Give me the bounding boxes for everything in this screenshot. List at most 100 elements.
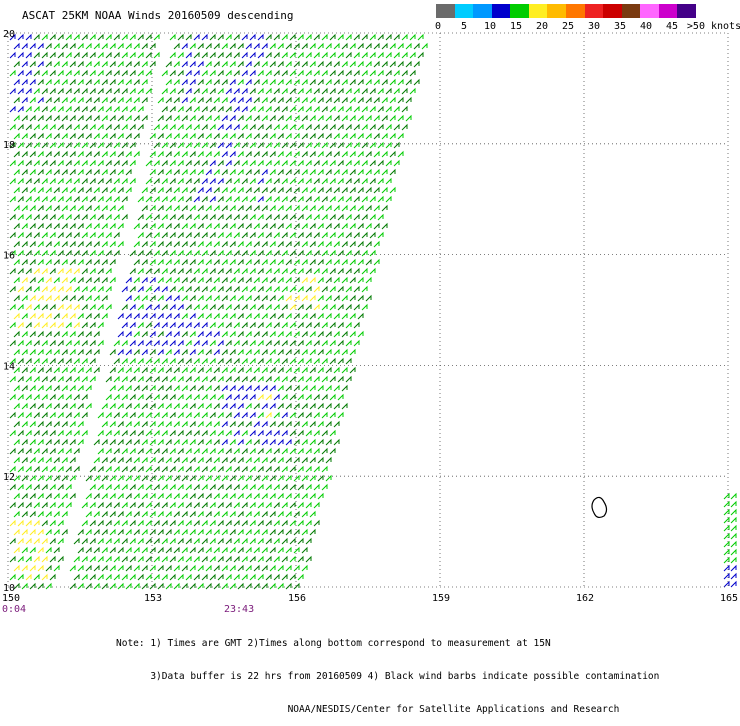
wind-barb bbox=[21, 222, 28, 230]
wind-barb bbox=[97, 573, 104, 581]
wind-barb bbox=[205, 510, 212, 518]
wind-barb bbox=[181, 474, 188, 482]
wind-barb bbox=[233, 483, 240, 491]
wind-barb bbox=[293, 168, 300, 176]
wind-barb bbox=[293, 456, 300, 464]
wind-barb bbox=[65, 447, 72, 455]
wind-barb bbox=[137, 555, 144, 563]
wind-barb bbox=[353, 321, 360, 329]
wind-barb bbox=[137, 519, 144, 527]
wind-barb bbox=[85, 330, 92, 338]
wind-barb bbox=[229, 474, 236, 482]
wind-barb bbox=[61, 258, 68, 266]
wind-barb bbox=[21, 240, 28, 248]
wind-barb bbox=[285, 546, 292, 554]
wind-barb bbox=[277, 294, 284, 302]
wind-barb bbox=[177, 375, 184, 383]
wind-barb bbox=[29, 384, 36, 392]
wind-barb bbox=[165, 78, 172, 86]
wind-barb bbox=[141, 294, 148, 302]
wind-barb bbox=[193, 483, 200, 491]
wind-barb bbox=[253, 60, 260, 68]
wind-barb bbox=[361, 159, 368, 167]
wind-barb bbox=[17, 141, 24, 149]
wind-barb bbox=[730, 556, 737, 564]
wind-barb bbox=[373, 60, 380, 68]
wind-barb bbox=[321, 177, 328, 185]
wind-barb bbox=[225, 213, 232, 221]
wind-barb bbox=[369, 231, 376, 239]
wind-barb bbox=[129, 537, 136, 545]
wind-barb bbox=[277, 366, 284, 374]
wind-barb bbox=[281, 429, 288, 437]
wind-barb bbox=[197, 348, 204, 356]
wind-barb bbox=[229, 60, 236, 68]
wind-barb bbox=[9, 231, 16, 239]
wind-barb bbox=[365, 60, 372, 68]
wind-barb bbox=[57, 249, 64, 257]
wind-barb bbox=[297, 303, 304, 311]
wind-barb bbox=[185, 339, 192, 347]
wind-barb bbox=[229, 420, 236, 428]
wind-barb bbox=[41, 321, 48, 329]
wind-barb bbox=[37, 186, 44, 194]
wind-barb bbox=[253, 510, 260, 518]
wind-barb bbox=[373, 222, 380, 230]
wind-barb bbox=[361, 249, 368, 257]
wind-barb bbox=[253, 492, 260, 500]
wind-barb bbox=[349, 78, 356, 86]
wind-barb bbox=[17, 213, 24, 221]
wind-barb bbox=[181, 582, 188, 590]
lat-label: 12 bbox=[3, 472, 15, 483]
wind-barb bbox=[197, 564, 204, 572]
wind-barb bbox=[61, 402, 68, 410]
wind-barb bbox=[157, 150, 164, 158]
wind-barb bbox=[145, 87, 152, 95]
wind-barb bbox=[209, 105, 216, 113]
wind-barb bbox=[73, 267, 80, 275]
wind-barb bbox=[257, 465, 264, 473]
scale-tick-label: 30 bbox=[587, 21, 601, 32]
wind-barb bbox=[185, 69, 192, 77]
wind-barb bbox=[225, 195, 232, 203]
wind-barb bbox=[277, 114, 284, 122]
wind-barb bbox=[237, 78, 244, 86]
wind-barb bbox=[117, 528, 124, 536]
wind-barb bbox=[197, 240, 204, 248]
wind-barb bbox=[209, 177, 216, 185]
wind-barb bbox=[209, 51, 216, 59]
wind-barb bbox=[289, 375, 296, 383]
wind-barb bbox=[121, 141, 128, 149]
wind-barb bbox=[125, 474, 132, 482]
wind-barb bbox=[129, 555, 136, 563]
wind-barb bbox=[293, 132, 300, 140]
wind-barb bbox=[121, 555, 128, 563]
wind-barb bbox=[393, 87, 400, 95]
wind-barb bbox=[329, 141, 336, 149]
wind-barb bbox=[313, 483, 320, 491]
wind-barb bbox=[285, 510, 292, 518]
wind-barb bbox=[121, 51, 128, 59]
wind-barb bbox=[325, 240, 332, 248]
wind-barb bbox=[325, 60, 332, 68]
wind-barb bbox=[185, 33, 192, 41]
wind-barb bbox=[345, 357, 352, 365]
wind-barb bbox=[113, 483, 120, 491]
wind-barb bbox=[77, 42, 84, 50]
wind-barb bbox=[157, 96, 164, 104]
wind-barb bbox=[277, 528, 284, 536]
wind-barb bbox=[205, 546, 212, 554]
wind-barb bbox=[121, 483, 128, 491]
wind-barb bbox=[113, 141, 120, 149]
wind-barb bbox=[153, 321, 160, 329]
scale-swatch bbox=[640, 4, 660, 18]
wind-barb bbox=[109, 186, 116, 194]
wind-barb bbox=[157, 114, 164, 122]
wind-barb bbox=[217, 537, 224, 545]
wind-barb bbox=[149, 420, 156, 428]
wind-barb bbox=[265, 51, 272, 59]
wind-barb bbox=[185, 429, 192, 437]
wind-barb bbox=[93, 186, 100, 194]
wind-barb bbox=[305, 141, 312, 149]
